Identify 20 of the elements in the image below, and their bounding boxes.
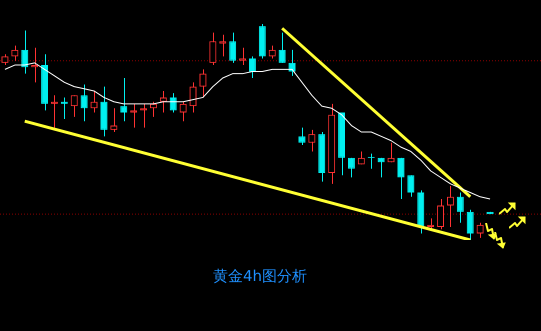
candlestick (397, 157, 404, 200)
candlestick (466, 209, 474, 240)
candlestick (278, 32, 286, 64)
candlestick (160, 90, 167, 114)
candlestick (199, 68, 206, 98)
candlestick (407, 174, 414, 198)
text: 黄金4h图分析 (212, 266, 308, 285)
candlestick (190, 82, 197, 114)
candlestick (446, 186, 454, 228)
candlestick (229, 32, 236, 64)
candlestick (90, 90, 98, 114)
candlestick (298, 127, 306, 146)
candlestick (456, 192, 464, 224)
candlestick (120, 78, 128, 122)
candlestick (248, 56, 256, 78)
candlestick (110, 108, 118, 132)
candlestick (437, 198, 444, 230)
candlestick (140, 103, 148, 128)
candlestick (209, 32, 216, 66)
candlestick (80, 84, 88, 122)
